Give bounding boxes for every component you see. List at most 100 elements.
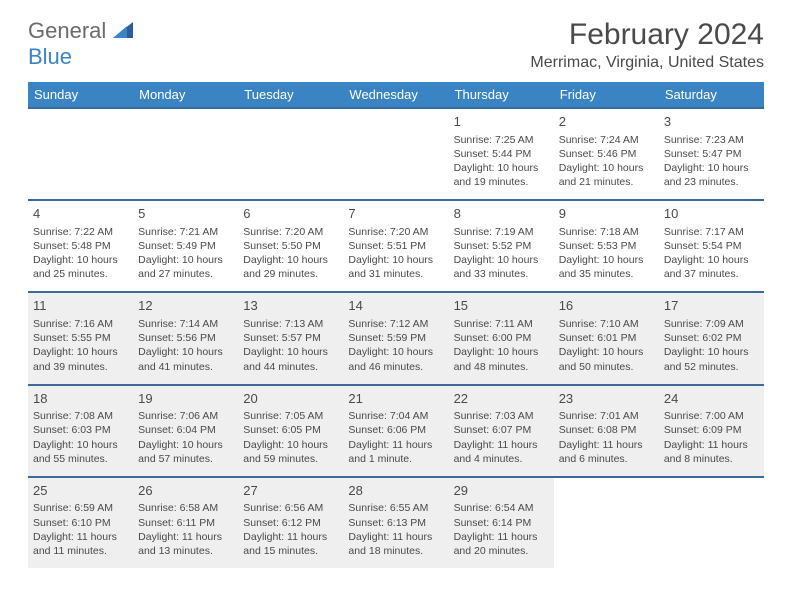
calendar-body: 1 Sunrise: 7:25 AMSunset: 5:44 PM Daylight… <box>28 108 764 568</box>
logo-word-2: Blue <box>28 44 72 69</box>
day-number: 2 <box>559 113 654 131</box>
day-day2-text: and 11 minutes. <box>33 544 128 558</box>
calendar-day-cell: 20Sunrise: 7:05 AMSunset: 6:05 PMDayligh… <box>238 385 343 477</box>
day-number: 21 <box>348 390 443 408</box>
day-day2-text: and 55 minutes. <box>33 452 128 466</box>
day-day1-text: Daylight: 10 hours <box>33 345 128 359</box>
logo-text: General Blue <box>28 18 133 70</box>
day-day2-text: and 21 minutes. <box>559 175 654 189</box>
day-day1-text: Daylight: 11 hours <box>348 530 443 544</box>
day-sunrise-text: Sunrise: 7:25 AM <box>454 133 549 147</box>
day-day2-text: and 29 minutes. <box>243 267 338 281</box>
day-day2-text: and 46 minutes. <box>348 360 443 374</box>
day-sunrise-text: Sunrise: 7:04 AM <box>348 409 443 423</box>
day-sunset-text: Sunset: 5:55 PM <box>33 331 128 345</box>
day-sunrise-text: Sunrise: 7:20 AM <box>243 225 338 239</box>
calendar-day-cell: 17Sunrise: 7:09 AMSunset: 6:02 PMDayligh… <box>659 292 764 384</box>
calendar-day-cell: 7Sunrise: 7:20 AMSunset: 5:51 PMDaylight… <box>343 200 448 292</box>
day-sunrise-text: Sunrise: 6:56 AM <box>243 501 338 515</box>
day-number: 1 <box>454 113 549 131</box>
day-sunrise-text: Sunrise: 6:54 AM <box>454 501 549 515</box>
calendar-day-cell: 28Sunrise: 6:55 AMSunset: 6:13 PMDayligh… <box>343 477 448 568</box>
day-day1-text: Daylight: 10 hours <box>664 161 759 175</box>
day-sunrise-text: Sunrise: 7:08 AM <box>33 409 128 423</box>
day-sunset-text: Sunset: 6:10 PM <box>33 516 128 530</box>
day-day1-text: Daylight: 10 hours <box>559 345 654 359</box>
day-day1-text: Daylight: 10 hours <box>138 438 233 452</box>
day-number: 23 <box>559 390 654 408</box>
calendar-day-cell: 13Sunrise: 7:13 AMSunset: 5:57 PMDayligh… <box>238 292 343 384</box>
calendar-day-cell: 3Sunrise: 7:23 AMSunset: 5:47 PMDaylight… <box>659 108 764 200</box>
logo-sail-icon <box>113 22 133 38</box>
calendar-day-cell: 11Sunrise: 7:16 AMSunset: 5:55 PMDayligh… <box>28 292 133 384</box>
day-sunset-text: Sunset: 5:51 PM <box>348 239 443 253</box>
day-day1-text: Daylight: 10 hours <box>243 345 338 359</box>
calendar-day-cell: 16Sunrise: 7:10 AMSunset: 6:01 PMDayligh… <box>554 292 659 384</box>
day-sunrise-text: Sunrise: 7:00 AM <box>664 409 759 423</box>
calendar-week-row: 11Sunrise: 7:16 AMSunset: 5:55 PMDayligh… <box>28 292 764 384</box>
day-number: 13 <box>243 297 338 315</box>
calendar-day-cell: 10Sunrise: 7:17 AMSunset: 5:54 PMDayligh… <box>659 200 764 292</box>
day-day1-text: Daylight: 10 hours <box>33 438 128 452</box>
calendar-day-cell: 2Sunrise: 7:24 AMSunset: 5:46 PMDaylight… <box>554 108 659 200</box>
day-number: 22 <box>454 390 549 408</box>
day-day1-text: Daylight: 10 hours <box>243 253 338 267</box>
calendar-day-cell: 6 Sunrise: 7:20 AMSunset: 5:50 PMDaylight… <box>238 200 343 292</box>
day-sunset-text: Sunset: 6:07 PM <box>454 423 549 437</box>
day-number: 8 <box>454 205 549 223</box>
calendar-day-cell <box>133 108 238 200</box>
day-number: 6 <box>243 205 338 223</box>
day-number: 28 <box>348 482 443 500</box>
day-number: 29 <box>454 482 549 500</box>
day-number: 7 <box>348 205 443 223</box>
day-sunrise-text: Sunrise: 7:06 AM <box>138 409 233 423</box>
day-day2-text: and 52 minutes. <box>664 360 759 374</box>
day-day1-text: Daylight: 10 hours <box>33 253 128 267</box>
day-sunrise-text: Sunrise: 7:03 AM <box>454 409 549 423</box>
day-sunset-text: Sunset: 5:44 PM <box>454 147 549 161</box>
day-sunset-text: Sunset: 5:59 PM <box>348 331 443 345</box>
calendar-day-cell <box>554 477 659 568</box>
day-day2-text: and 23 minutes. <box>664 175 759 189</box>
day-sunset-text: Sunset: 6:13 PM <box>348 516 443 530</box>
day-day2-text: and 39 minutes. <box>33 360 128 374</box>
day-day1-text: Daylight: 10 hours <box>559 253 654 267</box>
calendar-day-cell: 23Sunrise: 7:01 AMSunset: 6:08 PMDayligh… <box>554 385 659 477</box>
day-header: Friday <box>554 82 659 108</box>
day-day2-text: and 41 minutes. <box>138 360 233 374</box>
day-sunset-text: Sunset: 5:53 PM <box>559 239 654 253</box>
day-sunrise-text: Sunrise: 7:11 AM <box>454 317 549 331</box>
calendar-day-cell: 14Sunrise: 7:12 AMSunset: 5:59 PMDayligh… <box>343 292 448 384</box>
day-sunset-text: Sunset: 5:50 PM <box>243 239 338 253</box>
day-sunrise-text: Sunrise: 7:16 AM <box>33 317 128 331</box>
day-day1-text: Daylight: 10 hours <box>559 161 654 175</box>
day-number: 17 <box>664 297 759 315</box>
day-sunrise-text: Sunrise: 7:23 AM <box>664 133 759 147</box>
day-day2-text: and 18 minutes. <box>348 544 443 558</box>
day-day1-text: Daylight: 10 hours <box>454 253 549 267</box>
day-day1-text: Daylight: 10 hours <box>348 253 443 267</box>
calendar-day-cell: 12Sunrise: 7:14 AMSunset: 5:56 PMDayligh… <box>133 292 238 384</box>
day-day1-text: Daylight: 10 hours <box>138 345 233 359</box>
month-title: February 2024 <box>530 18 764 52</box>
day-sunrise-text: Sunrise: 7:17 AM <box>664 225 759 239</box>
day-number: 18 <box>33 390 128 408</box>
day-sunset-text: Sunset: 6:09 PM <box>664 423 759 437</box>
calendar-day-cell: 9Sunrise: 7:18 AMSunset: 5:53 PMDaylight… <box>554 200 659 292</box>
day-day1-text: Daylight: 10 hours <box>348 345 443 359</box>
day-header: Thursday <box>449 82 554 108</box>
calendar-day-cell: 15Sunrise: 7:11 AMSunset: 6:00 PMDayligh… <box>449 292 554 384</box>
day-sunrise-text: Sunrise: 7:14 AM <box>138 317 233 331</box>
day-sunset-text: Sunset: 5:56 PM <box>138 331 233 345</box>
day-day2-text: and 19 minutes. <box>454 175 549 189</box>
day-number: 14 <box>348 297 443 315</box>
calendar-table: SundayMondayTuesdayWednesdayThursdayFrid… <box>28 82 764 568</box>
day-sunset-text: Sunset: 6:05 PM <box>243 423 338 437</box>
day-number: 3 <box>664 113 759 131</box>
day-number: 4 <box>33 205 128 223</box>
day-sunset-text: Sunset: 5:52 PM <box>454 239 549 253</box>
calendar-week-row: 4Sunrise: 7:22 AMSunset: 5:48 PMDaylight… <box>28 200 764 292</box>
day-number: 16 <box>559 297 654 315</box>
calendar-day-cell: 25Sunrise: 6:59 AMSunset: 6:10 PMDayligh… <box>28 477 133 568</box>
day-sunrise-text: Sunrise: 7:01 AM <box>559 409 654 423</box>
